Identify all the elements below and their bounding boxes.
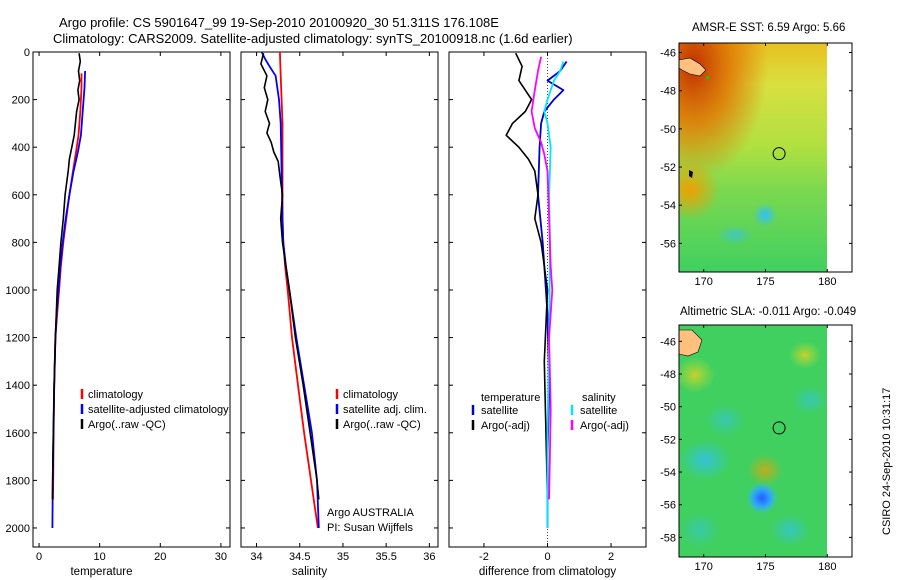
sla-map: Altimetric SLA: -0.011 Argo: -0.049 170 1…	[660, 306, 856, 573]
x-tick-label: 180	[818, 561, 836, 573]
temperature-panel: 0 10 20 30 0 200 400 600 800 1000 1200 1400 1600 1800…	[6, 47, 231, 578]
x-tick-label: 170	[695, 276, 713, 288]
x-tick-label: 35.5	[375, 551, 396, 563]
series-line-climatology	[279, 51, 319, 529]
salinity-panel: 34 34.5 35 35.5 36 salinity climatology satelli…	[240, 51, 439, 578]
x-axis-label: salinity	[292, 566, 327, 578]
y-tick-label: -46	[660, 48, 676, 60]
y-tick-label: 0	[24, 47, 30, 59]
y-tick-label: -56	[660, 238, 676, 250]
legend-label: Argo(..raw -QC)	[343, 419, 421, 431]
landmass-shape	[679, 57, 707, 77]
y-tick-label: -56	[660, 500, 676, 512]
y-tick-label: -54	[660, 200, 676, 212]
legend-label: climatology	[343, 389, 399, 401]
y-tick-label: -52	[660, 434, 676, 446]
y-tick-label: 800	[12, 237, 30, 249]
y-tick-label: 200	[12, 95, 30, 107]
annotation-line2: PI: Susan Wijffels	[327, 522, 413, 534]
figure-title-line1: Argo profile: CS 5901647_99 19-Sep-2010 …	[59, 15, 499, 30]
y-tick-label: 1400	[6, 380, 30, 392]
sla-map-axes: 170 175 180 -46 -48 -50 -52 -54 -56 -58	[660, 325, 852, 573]
profile-location-marker	[772, 421, 786, 435]
timestamp-stamp: CSIRO 24-Sep-2010 10:31:17	[881, 388, 893, 535]
x-axis-label: temperature	[70, 566, 132, 578]
y-tick-label: -48	[660, 369, 676, 381]
x-tick-label: 35	[337, 551, 349, 563]
legend-label: Argo(-adj)	[580, 420, 629, 432]
series-line-argo-raw-qc	[51, 53, 82, 500]
legend-label: satellite-adjusted climatology	[88, 404, 229, 416]
y-tick-label: 1000	[6, 285, 30, 297]
plot-frame	[32, 51, 231, 548]
y-tick-label: 1200	[6, 333, 30, 345]
difference-panel: -2 0 2 difference from climatology temperatu…	[448, 51, 647, 578]
figure-title-line2: Climatology: CARS2009. Satellite-adjuste…	[53, 31, 573, 46]
island-marker	[706, 76, 709, 79]
legend-label: Argo(..raw -QC)	[88, 419, 166, 431]
x-tick-label: 2	[608, 551, 614, 563]
x-tick-label: 180	[818, 276, 836, 288]
sla-map-title: Altimetric SLA: -0.011 Argo: -0.049	[680, 306, 856, 318]
legend-label: Argo(-adj)	[481, 420, 530, 432]
y-tick-label: -50	[660, 124, 676, 136]
y-tick-label: 2000	[6, 523, 30, 535]
legend-label: satellite	[481, 405, 518, 417]
series-line-temperature-argo-adj	[505, 52, 549, 500]
y-tick-label: -52	[660, 162, 676, 174]
landmass-shape	[679, 329, 703, 357]
annotation-line1: Argo AUSTRALIA	[327, 507, 414, 519]
y-tick-label: -48	[660, 86, 676, 98]
sst-map-axes: 170 175 180 -46 -48 -50 -52 -54 -56	[660, 43, 852, 288]
island-shape	[689, 170, 693, 178]
y-tick-label: -46	[660, 336, 676, 348]
y-tick-label: 600	[12, 190, 30, 202]
x-tick-label: 170	[695, 561, 713, 573]
series-line-argo-raw-qc	[260, 53, 320, 500]
x-tick-label: 36	[423, 551, 435, 563]
legend-label: climatology	[88, 389, 144, 401]
series-line-satellite-adj-clim	[260, 51, 320, 529]
x-tick-label: 34	[250, 551, 262, 563]
x-tick-label: -2	[479, 551, 489, 563]
plot-frame	[240, 51, 439, 548]
legend-label: satellite adj. clim.	[343, 404, 427, 416]
y-tick-label: 1600	[6, 428, 30, 440]
profile-location-marker	[772, 147, 786, 161]
y-tick-label: -50	[660, 402, 676, 414]
x-tick-label: 0	[544, 551, 550, 563]
x-tick-label: 175	[756, 276, 774, 288]
series-line-salinity-argo-adj	[530, 56, 554, 500]
y-tick-label: -58	[660, 532, 676, 544]
y-tick-label: 1800	[6, 475, 30, 487]
x-tick-label: 0	[36, 551, 42, 563]
legend-label: satellite	[580, 405, 617, 417]
sst-map: AMSR-E SST: 6.59 Argo: 5.66 170 175 180 -46…	[660, 22, 853, 288]
x-tick-label: 175	[756, 561, 774, 573]
sst-field	[679, 43, 827, 272]
legend-header: salinity	[582, 392, 616, 404]
x-tick-label: 34.5	[289, 551, 310, 563]
x-tick-label: 10	[94, 551, 106, 563]
sst-map-title: AMSR-E SST: 6.59 Argo: 5.66	[692, 22, 845, 34]
x-tick-label: 20	[154, 551, 166, 563]
sla-field	[679, 325, 827, 557]
y-tick-label: 400	[12, 142, 30, 154]
x-tick-label: 30	[215, 551, 227, 563]
x-axis-label: difference from climatology	[479, 566, 616, 578]
y-tick-label: -54	[660, 467, 676, 479]
legend-header: temperature	[481, 392, 540, 404]
